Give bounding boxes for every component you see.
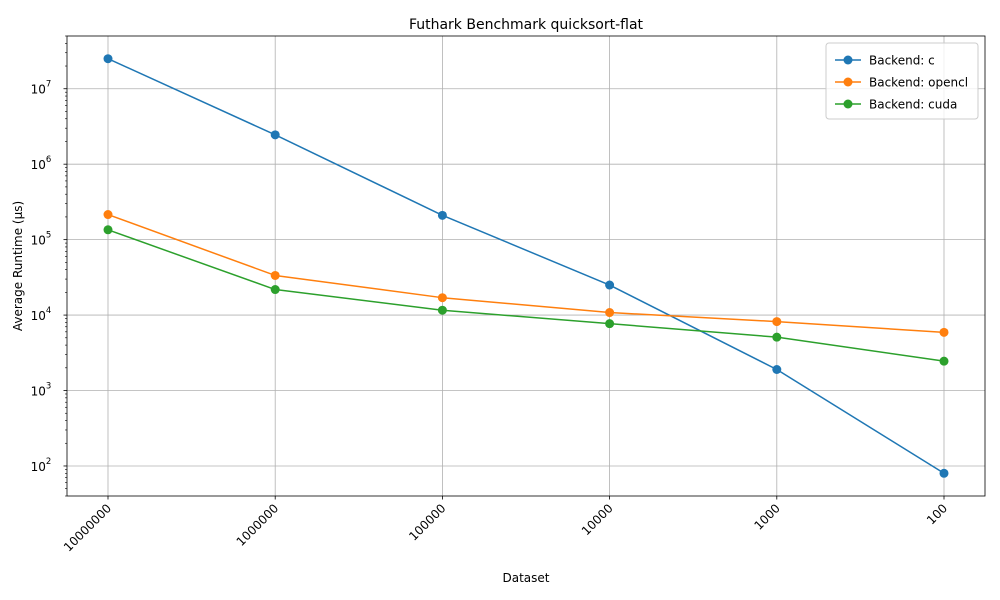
chart-title: Futhark Benchmark quicksort-flat — [409, 17, 644, 33]
data-point — [605, 308, 615, 318]
legend: Backend: c Backend: opencl Backend: cuda — [825, 42, 979, 120]
data-point — [103, 210, 113, 220]
grid-layer — [67, 36, 985, 496]
y-tick-exponent: 6 — [46, 155, 51, 165]
series-line — [107, 213, 945, 334]
y-tick-base: 10 — [31, 234, 46, 248]
data-point — [939, 327, 949, 337]
legend-marker — [843, 55, 853, 65]
series-layer — [103, 54, 949, 478]
series-1 — [103, 210, 949, 337]
y-tick-base: 10 — [31, 158, 46, 172]
data-point — [270, 270, 280, 280]
data-point — [772, 332, 782, 342]
y-tick-label: 102 — [31, 457, 52, 474]
legend-marker — [843, 77, 853, 87]
legend-label: Backend: opencl — [869, 76, 968, 90]
x-axis-label: Dataset — [503, 571, 550, 585]
y-tick-label: 107 — [31, 80, 52, 97]
series-line — [107, 58, 945, 474]
y-tick-base: 10 — [31, 385, 46, 399]
y-tick-exponent: 5 — [46, 231, 51, 241]
data-point — [437, 210, 447, 220]
y-tick-exponent: 2 — [46, 457, 51, 467]
y-tick-base: 10 — [31, 83, 46, 97]
legend-label: Backend: c — [869, 54, 935, 68]
data-point — [772, 364, 782, 374]
legend-marker — [843, 99, 853, 109]
y-tick-exponent: 3 — [46, 382, 51, 392]
data-point — [939, 468, 949, 478]
data-point — [270, 130, 280, 140]
data-point — [772, 317, 782, 327]
data-point — [103, 225, 113, 235]
y-axis-label: Average Runtime (μs) — [11, 201, 25, 331]
y-tick-base: 10 — [31, 460, 46, 474]
y-tick-label: 104 — [31, 306, 52, 323]
y-tick-label: 105 — [31, 231, 52, 248]
y-tick-exponent: 4 — [46, 306, 51, 316]
series-0 — [103, 54, 949, 478]
series-2 — [103, 225, 949, 366]
y-tick-base: 10 — [31, 309, 46, 323]
y-tick-exponent: 7 — [46, 80, 51, 90]
legend-box — [825, 42, 979, 120]
data-point — [270, 285, 280, 295]
y-tick-label: 106 — [31, 155, 52, 172]
data-point — [605, 319, 615, 329]
data-point — [437, 305, 447, 315]
data-point — [605, 280, 615, 290]
series-line — [107, 229, 945, 362]
data-point — [437, 293, 447, 303]
y-tick-label: 103 — [31, 382, 52, 399]
data-point — [939, 356, 949, 366]
data-point — [103, 54, 113, 64]
legend-items: Backend: c Backend: opencl Backend: cuda — [835, 54, 968, 112]
plot-frame — [66, 35, 986, 497]
legend-label: Backend: cuda — [869, 98, 957, 112]
